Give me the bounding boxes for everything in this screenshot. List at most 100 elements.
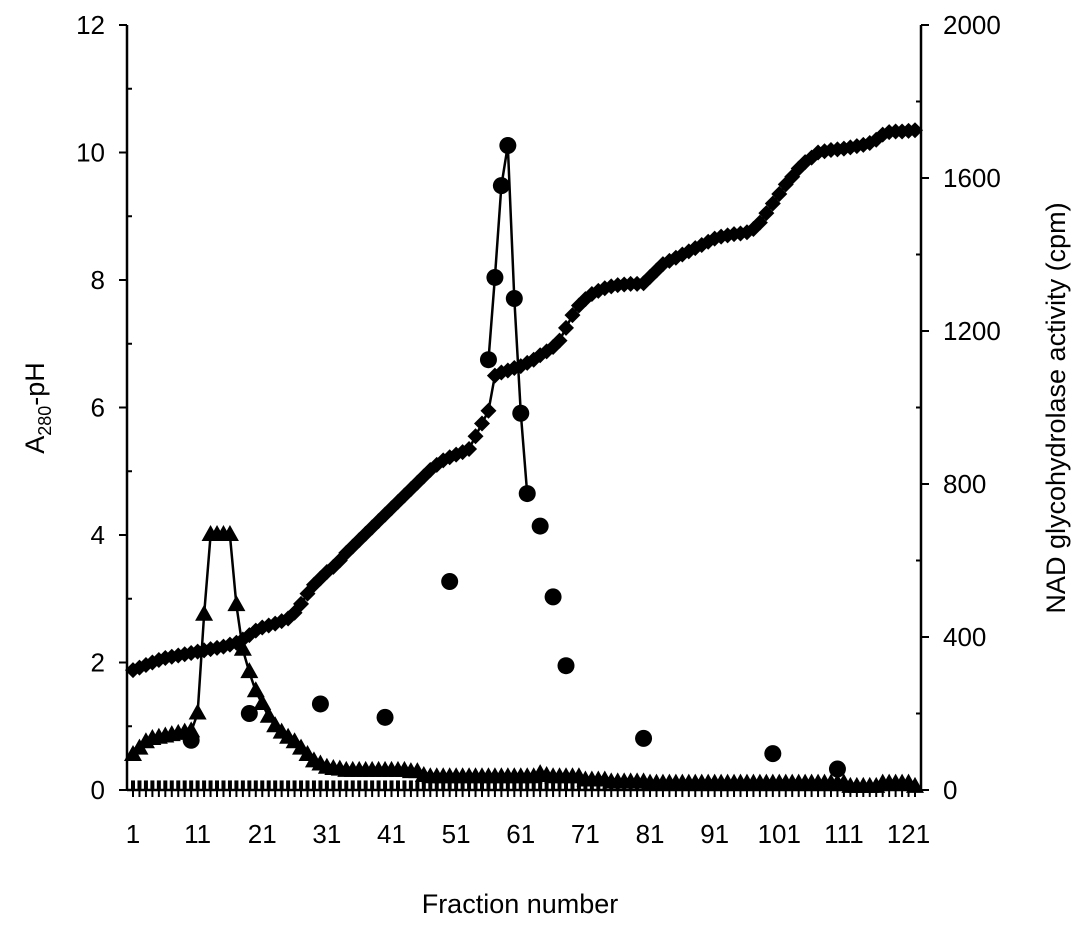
right-y-tick-label: 0 <box>943 775 957 805</box>
baseline-bar <box>389 780 394 790</box>
circle-point <box>544 588 562 606</box>
diamond-point <box>461 440 478 457</box>
baseline-bar <box>350 780 355 790</box>
x-tick-label: 121 <box>887 819 930 849</box>
baseline-bar <box>415 780 420 790</box>
series-markers <box>124 122 924 793</box>
x-tick-label: 101 <box>758 819 801 849</box>
circle-point <box>311 695 329 713</box>
circle-point <box>828 760 846 778</box>
triangle-point <box>240 662 259 679</box>
diamond-point <box>874 126 891 143</box>
x-tick-label: 91 <box>700 819 729 849</box>
x-tick-label: 111 <box>824 819 864 849</box>
circle-point <box>376 708 394 726</box>
baseline-bar <box>182 780 187 790</box>
right-y-axis-title: NAD glycohydrolase activity (cpm) <box>1041 202 1071 613</box>
baseline-bar <box>441 780 446 790</box>
baseline-bar <box>479 780 484 790</box>
left-y-tick-label: 2 <box>91 648 105 678</box>
baseline-bar <box>525 780 530 790</box>
baseline-bar <box>564 780 569 790</box>
triangle-point <box>195 604 214 621</box>
x-tick-label: 51 <box>442 819 471 849</box>
left-y-tick-label: 12 <box>76 10 105 40</box>
baseline-bar <box>260 780 265 790</box>
x-tick-label: 1 <box>126 819 140 849</box>
circle-point <box>764 745 782 763</box>
left-y-axis-title-main: A <box>20 436 50 454</box>
baseline-bar <box>337 780 342 790</box>
baseline-bar <box>383 780 388 790</box>
diamond-point <box>764 195 781 212</box>
baseline-bar <box>156 780 161 790</box>
triangle-point <box>233 639 252 656</box>
baseline-bar <box>557 780 562 790</box>
left-y-tick-label: 4 <box>91 520 105 550</box>
x-tick-label: 21 <box>248 819 277 849</box>
baseline-bar <box>215 780 220 790</box>
baseline-bar <box>143 780 148 790</box>
circle-point <box>499 136 517 154</box>
circle-series-line <box>487 144 529 494</box>
left-y-tick-labels: 0 2 4 6 8 10 12 <box>76 10 105 805</box>
baseline-bar <box>467 780 472 790</box>
baseline-bar <box>169 780 174 790</box>
right-y-tick-labels: 0 400 800 1200 1600 2000 <box>943 10 1001 805</box>
circle-point <box>240 705 258 722</box>
baseline-bar <box>505 780 510 790</box>
x-tick-label: 31 <box>312 819 341 849</box>
baseline-bar <box>273 780 278 790</box>
right-y-tick-label: 1200 <box>943 316 1001 346</box>
left-y-axis-title-rest: -pH <box>20 362 50 406</box>
baseline-bar <box>447 780 452 790</box>
baseline-bar <box>227 780 232 790</box>
diamond-series-line <box>132 128 916 672</box>
baseline-bar <box>460 780 465 790</box>
baseline-bar <box>363 780 368 790</box>
baseline-bar <box>240 780 245 790</box>
right-y-tick-label: 800 <box>943 469 986 499</box>
circle-point <box>479 351 497 369</box>
left-y-tick-label: 10 <box>76 138 105 168</box>
baseline-bar <box>551 780 556 790</box>
baseline-bar <box>253 780 258 790</box>
baseline-bar <box>486 780 491 790</box>
right-y-tick-label: 400 <box>943 622 986 652</box>
left-y-tick-label: 8 <box>91 265 105 295</box>
baseline-bar <box>492 780 497 790</box>
left-y-axis-title: A280-pH <box>20 362 55 454</box>
right-y-tick-label: 1600 <box>943 163 1001 193</box>
baseline-bar <box>292 780 297 790</box>
baseline-bar <box>150 780 155 790</box>
baseline-bar <box>163 780 168 790</box>
baseline-bar <box>376 780 381 790</box>
baseline-bar <box>299 780 304 790</box>
baseline-bar <box>570 780 575 790</box>
circle-point <box>486 268 504 286</box>
baseline-bar <box>421 780 426 790</box>
baseline-bar <box>195 780 200 790</box>
diamond-point <box>467 428 484 445</box>
x-axis-title: Fraction number <box>422 889 619 919</box>
x-tick-labels: 1 11 21 31 41 51 61 71 81 91 101 111 121 <box>126 819 930 849</box>
circle-point <box>492 177 510 195</box>
x-tick-label: 81 <box>636 819 665 849</box>
baseline-bar <box>408 780 413 790</box>
triangle-point <box>220 525 239 541</box>
diamond-point <box>551 332 568 349</box>
left-y-axis-title-subscript: 280 <box>35 406 55 436</box>
baseline-bar <box>137 780 142 790</box>
baseline-bar <box>305 780 310 790</box>
baseline-bar <box>176 780 181 790</box>
triangle-point <box>188 703 207 720</box>
baseline-bar <box>324 780 329 790</box>
baseline-bar <box>208 780 213 790</box>
baseline-bar <box>311 780 316 790</box>
baseline-bar <box>395 780 400 790</box>
baseline-bar <box>434 780 439 790</box>
circle-point <box>182 731 200 749</box>
series-lines <box>132 128 916 789</box>
circle-point <box>441 573 459 591</box>
baseline-bar <box>344 780 349 790</box>
